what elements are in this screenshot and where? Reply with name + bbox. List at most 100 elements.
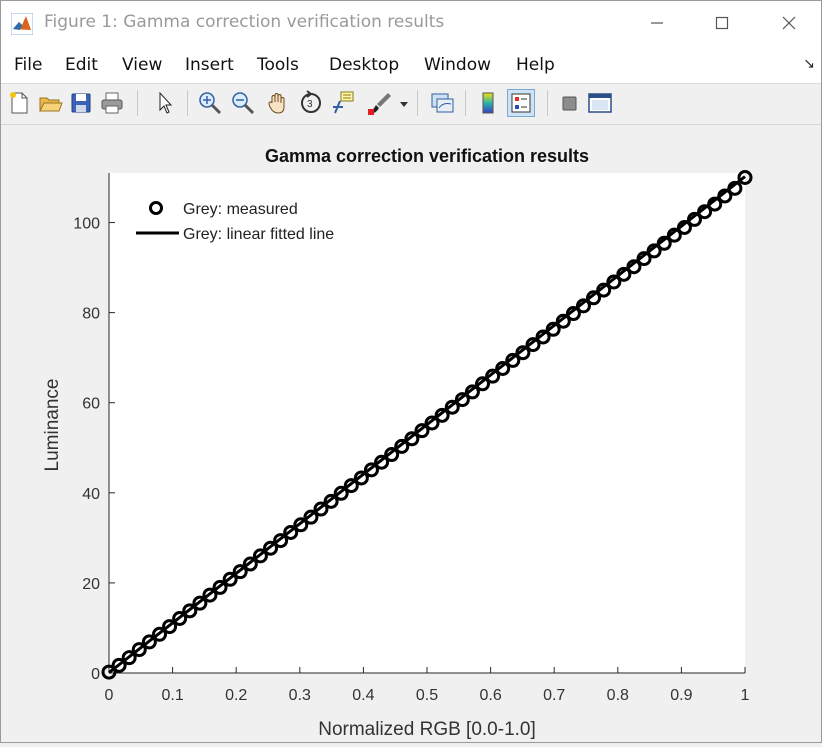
x-tick-label: 0.5 — [416, 687, 438, 704]
data-point — [363, 462, 379, 478]
toolbar-separator — [137, 90, 138, 116]
hide-plot-tools-icon[interactable] — [557, 90, 583, 116]
zoom-out-icon[interactable] — [230, 90, 256, 116]
rotate-icon[interactable]: 3 — [298, 90, 324, 116]
data-point — [485, 368, 501, 384]
open-file-icon[interactable] — [37, 90, 63, 116]
data-point — [222, 571, 238, 587]
y-axis-label: Luminance — [42, 379, 63, 472]
data-point — [464, 384, 480, 400]
legend[interactable]: Grey: measured Grey: linear fitted line — [136, 201, 334, 243]
data-point — [162, 619, 178, 635]
data-point — [727, 180, 743, 196]
x-tick-label: 1 — [741, 687, 750, 704]
data-point — [384, 447, 400, 463]
data-point — [323, 493, 339, 509]
menu-window[interactable]: Window — [424, 55, 492, 75]
toolbar-separator — [417, 90, 418, 116]
data-point — [242, 556, 258, 572]
new-figure-icon[interactable] — [6, 90, 32, 116]
data-point — [121, 650, 137, 666]
y-tick-label: 100 — [73, 216, 100, 233]
dock-arrow-icon[interactable]: ↘ — [803, 55, 815, 71]
link-plot-icon[interactable] — [429, 90, 455, 116]
menu-help[interactable]: Help — [516, 55, 555, 75]
menu-file[interactable]: File — [14, 55, 43, 75]
data-point — [697, 204, 713, 220]
data-point — [172, 610, 188, 626]
minimize-button[interactable] — [635, 7, 679, 39]
window-title: Figure 1: Gamma correction verification … — [44, 12, 445, 32]
pointer-icon[interactable] — [152, 90, 178, 116]
data-point — [414, 423, 430, 439]
data-point — [182, 603, 198, 619]
menu-tools[interactable]: Tools — [257, 55, 299, 75]
pan-icon[interactable] — [265, 90, 291, 116]
menu-view[interactable]: View — [122, 55, 163, 75]
data-point — [737, 170, 753, 186]
data-point — [232, 564, 248, 580]
data-point — [394, 438, 410, 454]
show-plot-tools-icon[interactable] — [587, 90, 613, 116]
legend-entry-fitted: Grey: linear fitted line — [183, 226, 334, 243]
x-tick-label: 0.9 — [670, 687, 692, 704]
toolbar-separator — [465, 90, 466, 116]
data-point — [586, 290, 602, 306]
data-point — [333, 485, 349, 501]
data-point — [374, 454, 390, 470]
data-point — [495, 360, 511, 376]
data-point — [525, 337, 541, 353]
x-axis-label: Normalized RGB [0.0-1.0] — [318, 719, 536, 740]
data-point — [646, 243, 662, 259]
data-point — [545, 321, 561, 337]
save-icon[interactable] — [68, 90, 94, 116]
data-point — [192, 595, 208, 611]
data-point — [111, 657, 127, 673]
data-point — [666, 227, 682, 243]
menu-bar: File Edit View Insert Tools Desktop Wind… — [1, 45, 821, 84]
maximize-button[interactable] — [700, 7, 744, 39]
close-button[interactable] — [767, 7, 811, 39]
data-point — [606, 274, 622, 290]
colorbar-icon[interactable] — [475, 90, 501, 116]
print-icon[interactable] — [99, 90, 125, 116]
chart-title: Gamma correction verification results — [265, 146, 589, 166]
data-cursor-icon[interactable] — [331, 90, 357, 116]
data-point — [424, 415, 440, 431]
data-point — [626, 259, 642, 275]
data-point — [656, 235, 672, 251]
x-tick-label: 0.3 — [289, 687, 311, 704]
x-tick-label: 0.4 — [352, 687, 374, 704]
zoom-in-icon[interactable] — [197, 90, 223, 116]
data-point — [303, 509, 319, 525]
data-point — [596, 282, 612, 298]
legend-icon — [511, 93, 531, 113]
x-tick-label: 0 — [105, 687, 114, 704]
toolbar-separator — [187, 90, 188, 116]
data-point — [263, 540, 279, 556]
plot-canvas[interactable]: 0 0.1 0.2 0.3 0.4 0.5 0.6 0.7 0.8 0.9 1 0 20 40 60 80 10… — [1, 125, 821, 742]
data-point — [475, 376, 491, 392]
brush-dropdown-icon[interactable] — [398, 90, 410, 116]
data-point — [283, 524, 299, 540]
brush-icon[interactable] — [366, 90, 392, 116]
matlab-logo-icon — [11, 13, 33, 35]
y-tick-label: 60 — [82, 396, 100, 413]
data-point — [535, 329, 551, 345]
data-point — [353, 470, 369, 486]
data-point — [212, 579, 228, 595]
x-tick-label: 0.6 — [479, 687, 501, 704]
y-tick-label: 0 — [91, 666, 100, 683]
y-tick-label: 20 — [82, 576, 100, 593]
x-tick-label: 0.7 — [543, 687, 565, 704]
menu-insert[interactable]: Insert — [185, 55, 234, 75]
maximize-icon — [715, 16, 729, 30]
data-point — [141, 634, 157, 650]
menu-edit[interactable]: Edit — [65, 55, 98, 75]
data-point — [717, 188, 733, 204]
menu-desktop[interactable]: Desktop — [329, 55, 400, 75]
legend-button[interactable] — [507, 89, 535, 117]
data-point — [131, 642, 147, 658]
data-point — [151, 626, 167, 642]
